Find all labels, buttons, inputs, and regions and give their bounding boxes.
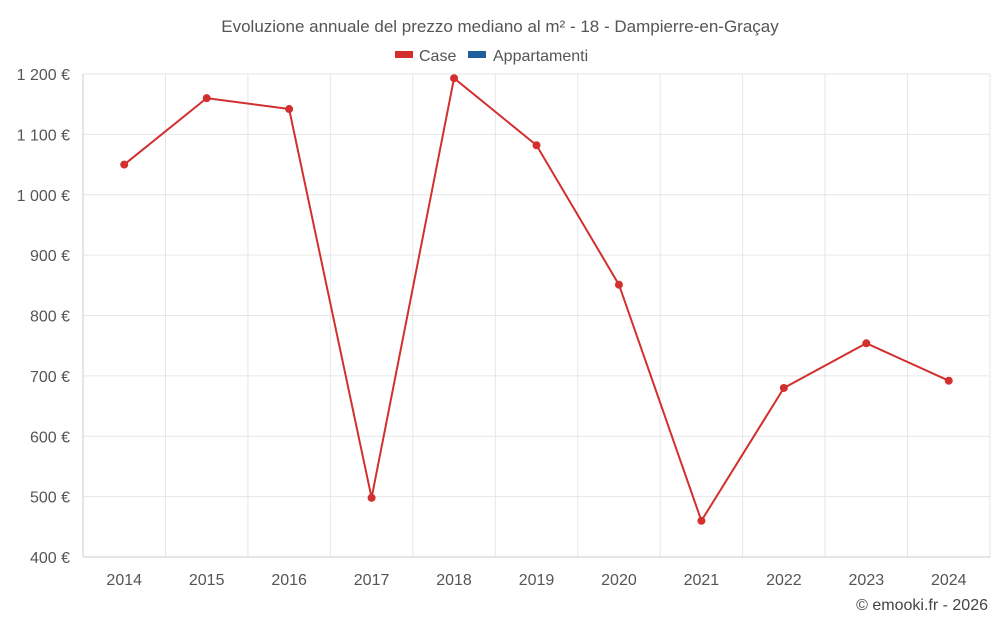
chart-title: Evoluzione annuale del prezzo mediano al…	[221, 17, 779, 36]
gridlines	[82, 73, 991, 558]
series-case	[120, 74, 953, 525]
x-tick-label: 2021	[684, 572, 720, 589]
y-tick-label: 1 000 €	[17, 188, 70, 205]
data-point-case[interactable]	[285, 105, 294, 114]
credit-text: © emooki.fr - 2026	[856, 597, 988, 614]
x-tick-label: 2024	[931, 572, 967, 589]
legend-swatch-case	[395, 51, 413, 58]
y-tick-label: 400 €	[30, 550, 70, 567]
legend-label-case[interactable]: Case	[419, 48, 456, 65]
y-axis: 400 € 500 € 600 € 700 € 800 € 900 € 1 000 € 1 1…	[17, 67, 84, 567]
y-tick-label: 900 €	[30, 248, 70, 265]
legend: Case Appartamenti	[395, 48, 588, 65]
legend-swatch-appartamenti	[468, 51, 486, 58]
x-tick-label: 2022	[766, 572, 802, 589]
x-tick-label: 2015	[189, 572, 225, 589]
y-tick-label: 1 100 €	[17, 127, 70, 144]
y-tick-label: 700 €	[30, 369, 70, 386]
x-tick-label: 2023	[849, 572, 885, 589]
x-tick-label: 2014	[106, 572, 142, 589]
data-point-case[interactable]	[779, 383, 788, 392]
y-tick-label: 600 €	[30, 429, 70, 446]
x-tick-label: 2017	[354, 572, 390, 589]
y-tick-label: 800 €	[30, 309, 70, 326]
x-tick-label: 2018	[436, 572, 472, 589]
x-tick-label: 2020	[601, 572, 637, 589]
legend-label-appartamenti[interactable]: Appartamenti	[493, 48, 588, 65]
data-point-case[interactable]	[532, 141, 541, 150]
data-point-case[interactable]	[862, 339, 871, 348]
data-point-case[interactable]	[697, 516, 706, 525]
data-point-case[interactable]	[367, 493, 376, 502]
data-point-case[interactable]	[202, 94, 211, 103]
x-tick-label: 2016	[271, 572, 307, 589]
x-tick-label: 2019	[519, 572, 555, 589]
data-point-case[interactable]	[614, 280, 623, 289]
data-point-case[interactable]	[944, 376, 953, 385]
y-tick-label: 1 200 €	[17, 67, 70, 84]
data-point-case[interactable]	[120, 160, 129, 169]
x-axis: 2014 2015 2016 2017 2018 2019 2020 2021 2022 2023…	[83, 556, 990, 589]
data-point-case[interactable]	[450, 74, 459, 83]
y-tick-label: 500 €	[30, 490, 70, 507]
